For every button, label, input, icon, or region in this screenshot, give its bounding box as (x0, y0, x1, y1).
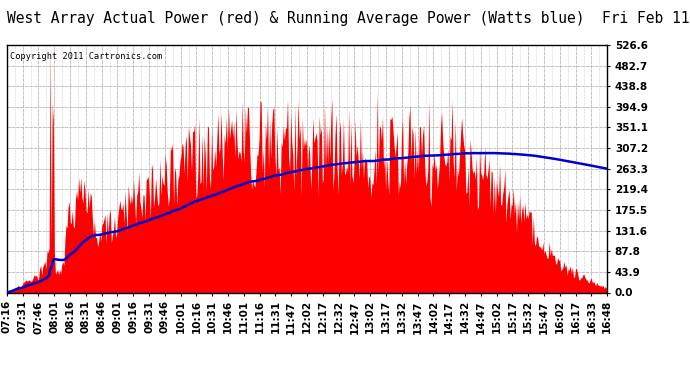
Text: Copyright 2011 Cartronics.com: Copyright 2011 Cartronics.com (10, 53, 162, 62)
Text: West Array Actual Power (red) & Running Average Power (Watts blue)  Fri Feb 11 1: West Array Actual Power (red) & Running … (7, 11, 690, 26)
